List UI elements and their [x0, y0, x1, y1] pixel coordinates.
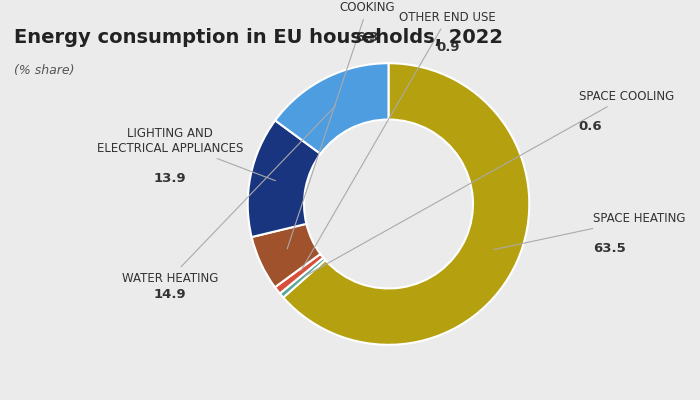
Text: 0.6: 0.6: [579, 120, 602, 132]
Text: 6.3: 6.3: [356, 31, 379, 44]
Wedge shape: [284, 63, 529, 345]
Text: Energy consumption in EU households, 2022: Energy consumption in EU households, 202…: [14, 28, 503, 47]
Wedge shape: [280, 258, 326, 298]
Text: SPACE COOLING: SPACE COOLING: [305, 90, 674, 276]
Text: OTHER END USE: OTHER END USE: [301, 11, 496, 271]
Text: COOKING: COOKING: [287, 1, 396, 249]
Text: SPACE HEATING: SPACE HEATING: [494, 212, 685, 250]
Wedge shape: [275, 254, 323, 294]
Wedge shape: [248, 120, 321, 237]
Wedge shape: [275, 63, 389, 154]
Text: LIGHTING AND
ELECTRICAL APPLIANCES: LIGHTING AND ELECTRICAL APPLIANCES: [97, 127, 276, 181]
Wedge shape: [251, 224, 321, 287]
Text: 0.9: 0.9: [436, 41, 459, 54]
Text: 13.9: 13.9: [154, 172, 187, 185]
Text: WATER HEATING: WATER HEATING: [122, 106, 336, 284]
Text: 63.5: 63.5: [593, 242, 625, 255]
Text: (% share): (% share): [14, 64, 74, 77]
Text: 14.9: 14.9: [154, 288, 187, 302]
